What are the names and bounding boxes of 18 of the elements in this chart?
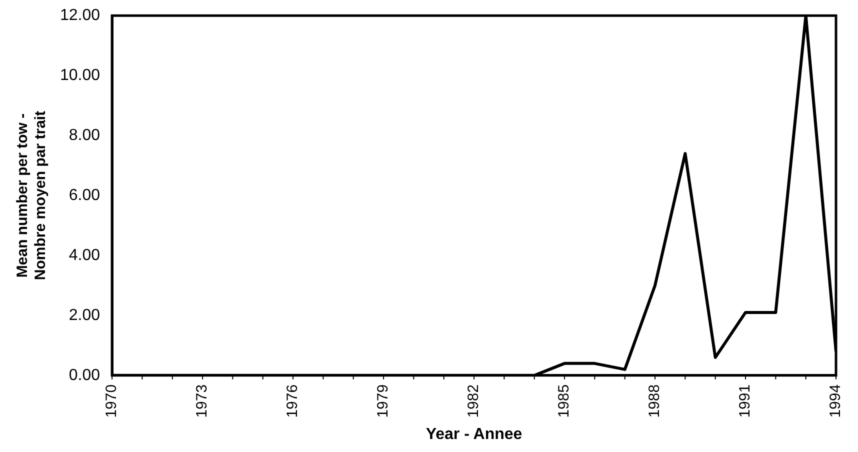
x-tick-label: 1988: [646, 384, 664, 418]
y-tick-label: 8.00: [68, 126, 100, 144]
y-tick-label: 4.00: [68, 246, 100, 264]
y-tick-label: 2.00: [68, 306, 100, 324]
x-tick-label: 1979: [374, 384, 392, 418]
y-tick-label: 0.00: [68, 366, 100, 384]
y-tick-label: 6.00: [68, 186, 100, 204]
y-tick-label: 10.00: [60, 66, 100, 84]
x-tick-label: 1994: [827, 384, 844, 418]
x-tick-label: 1982: [465, 384, 482, 418]
x-axis-title: Year - Annee: [426, 426, 522, 443]
x-tick-label: 1985: [556, 384, 573, 418]
x-tick-label: 1976: [284, 384, 302, 418]
x-tick-label: 1973: [194, 384, 211, 418]
x-tick-label: 1970: [103, 384, 120, 418]
y-axis-title: Mean number per tow - Nombre moyen par trait: [14, 110, 50, 280]
y-tick-label: 12.00: [60, 7, 100, 24]
x-tick-label: 1991: [736, 384, 754, 418]
